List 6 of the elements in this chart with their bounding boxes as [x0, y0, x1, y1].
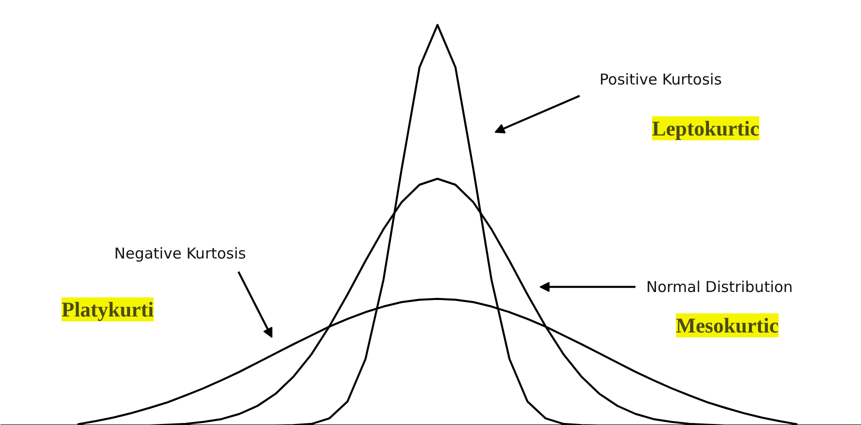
annotation: Leptokurtic [652, 116, 760, 140]
annotation: Negative Kurtosis [114, 244, 246, 262]
annotation: Positive Kurtosis [600, 70, 722, 88]
annotation: Normal Distribution [646, 278, 793, 296]
annotation: Platykurti [62, 297, 154, 322]
annotation: Mesokurtic [676, 313, 779, 338]
